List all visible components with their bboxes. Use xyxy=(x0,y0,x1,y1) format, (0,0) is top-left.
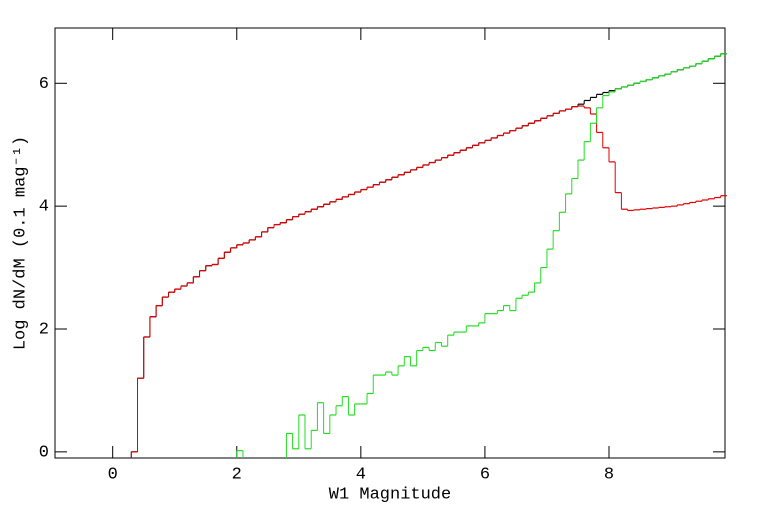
y-tick-label: 2 xyxy=(39,320,49,339)
x-tick-label: 4 xyxy=(356,465,366,484)
x-tick-label: 0 xyxy=(108,465,118,484)
y-tick-label: 6 xyxy=(39,75,49,94)
y-axis-label: Log dN/dM (0.1 mag⁻¹) xyxy=(11,136,30,350)
y-tick-label: 0 xyxy=(39,443,49,462)
x-tick-label: 2 xyxy=(232,465,242,484)
x-tick-label: 8 xyxy=(604,465,614,484)
plot-frame xyxy=(54,27,726,459)
x-axis-label: W1 Magnitude xyxy=(329,485,451,504)
y-tick-label: 4 xyxy=(39,198,49,217)
x-tick-label: 6 xyxy=(480,465,490,484)
